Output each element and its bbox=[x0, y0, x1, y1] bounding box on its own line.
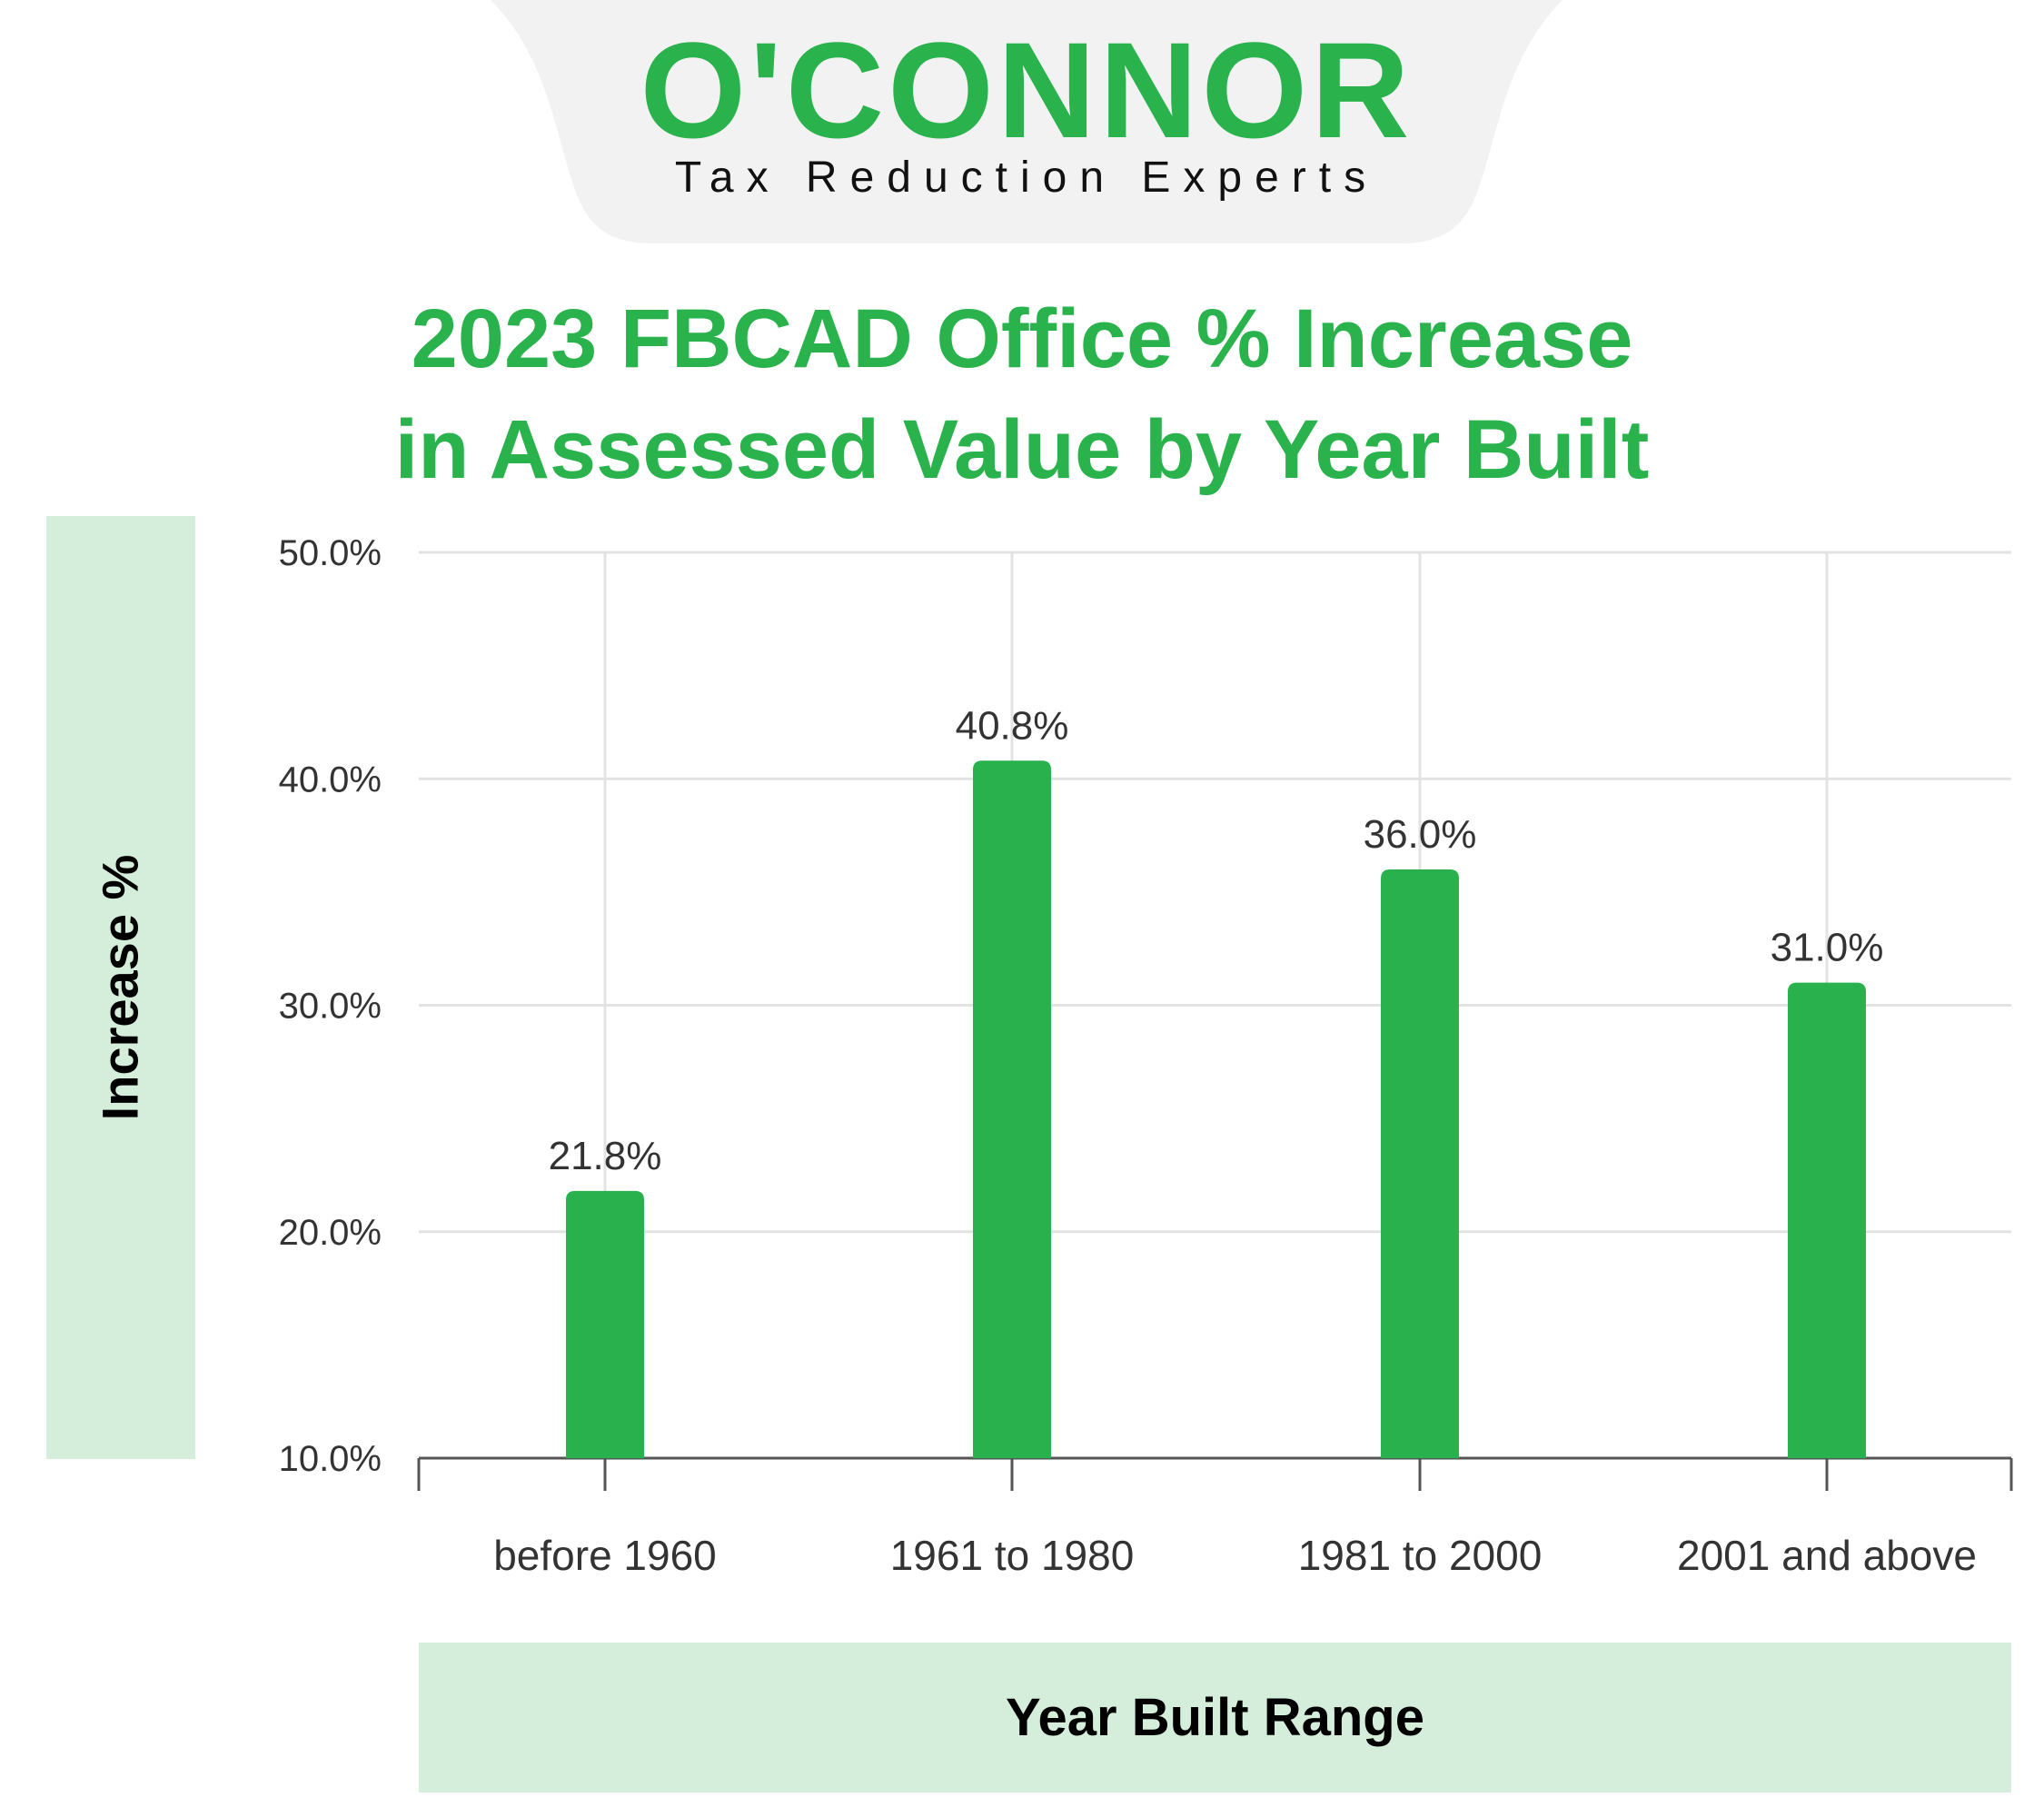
bar bbox=[1788, 982, 1866, 1458]
bar-value-label: 21.8% bbox=[549, 1134, 662, 1178]
bar-value-label: 40.8% bbox=[956, 703, 1069, 748]
bar bbox=[1381, 869, 1459, 1458]
x-tick-label: before 1960 bbox=[493, 1532, 717, 1579]
x-axis-label: Year Built Range bbox=[1006, 1688, 1424, 1747]
y-tick-label: 40.0% bbox=[279, 760, 382, 799]
y-tick-label: 50.0% bbox=[279, 533, 382, 573]
x-axis-label-panel: Year Built Range bbox=[419, 1643, 2011, 1792]
brand-logo: O'CONNOR bbox=[640, 14, 1414, 166]
bar bbox=[973, 760, 1051, 1458]
bar-value-label: 36.0% bbox=[1364, 812, 1477, 857]
bar-value-label: 31.0% bbox=[1771, 926, 1884, 970]
chart-title-line-2: in Assessed Value by Year Built bbox=[394, 403, 1650, 496]
y-tick-label: 20.0% bbox=[279, 1213, 382, 1253]
bar bbox=[566, 1190, 644, 1458]
axes bbox=[417, 1456, 2013, 1491]
logo-tab: O'CONNOR Tax Reduction Experts bbox=[491, 0, 1563, 245]
bars bbox=[566, 760, 1866, 1458]
brand-tagline: Tax Reduction Experts bbox=[674, 154, 1379, 202]
y-tick-label: 10.0% bbox=[279, 1439, 382, 1479]
chart-title: 2023 FBCAD Office % Increase in Assessed… bbox=[0, 283, 2044, 505]
x-tick-label: 1961 to 1980 bbox=[890, 1532, 1135, 1579]
x-tick-label: 2001 and above bbox=[1677, 1532, 1977, 1579]
x-tick-label: 1981 to 2000 bbox=[1298, 1532, 1543, 1579]
grid-lines bbox=[419, 551, 2011, 1458]
labels: 10.0% 20.0% 30.0% 40.0% 50.0% 21.8% before 196… bbox=[279, 533, 1977, 1579]
y-axis-label-panel bbox=[46, 516, 195, 1459]
logo-tab-shape bbox=[491, 0, 1563, 243]
chart-title-line-1: 2023 FBCAD Office % Increase bbox=[411, 293, 1633, 385]
y-tick-label: 30.0% bbox=[279, 987, 382, 1027]
